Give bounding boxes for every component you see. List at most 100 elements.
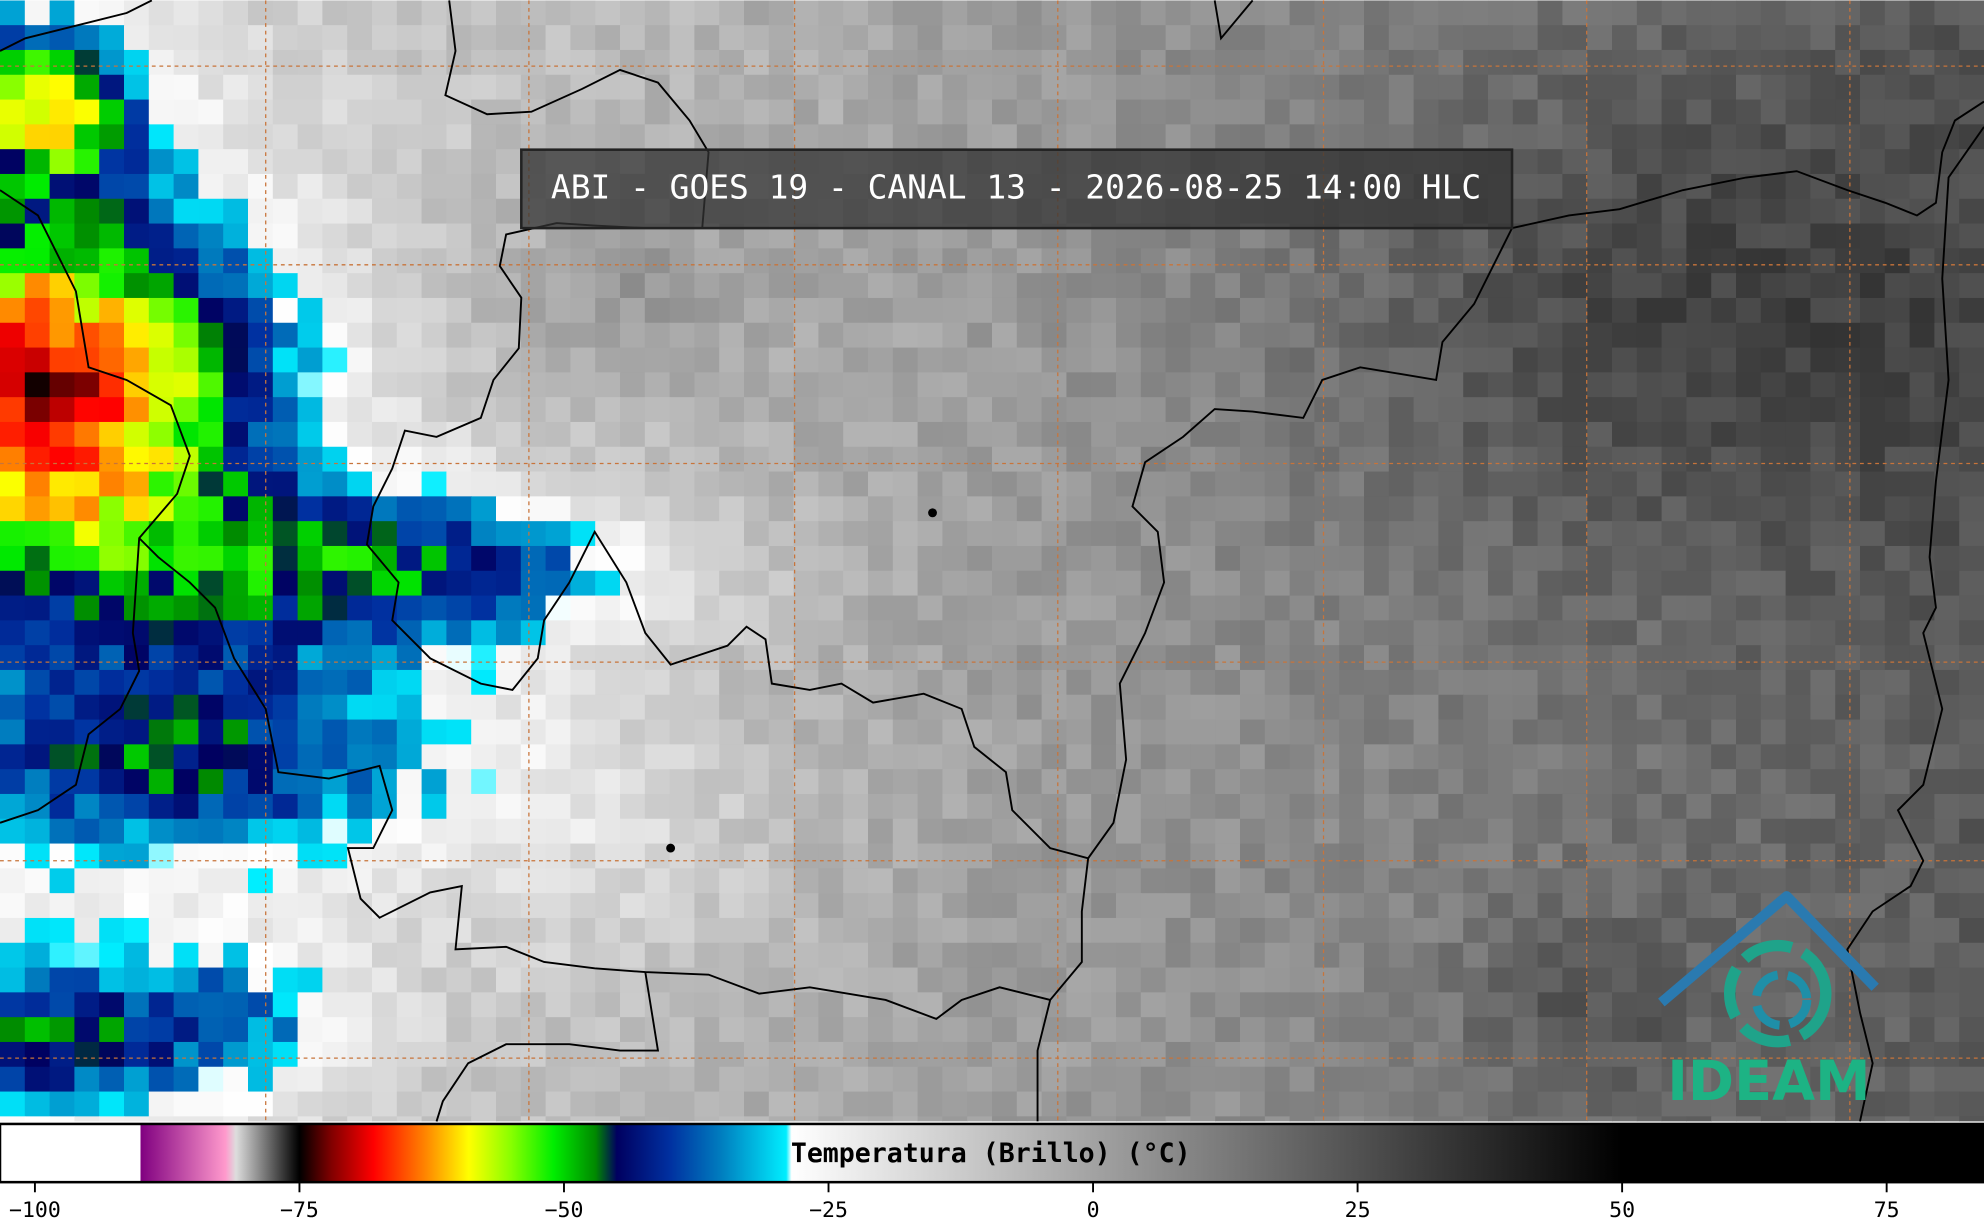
- pixel: [1339, 521, 1365, 547]
- pixel: [148, 769, 175, 795]
- pixel: [1264, 694, 1291, 721]
- pixel: [1314, 248, 1340, 274]
- pixel: [1686, 223, 1712, 249]
- pixel: [297, 694, 324, 721]
- pixel: [1240, 372, 1266, 398]
- pixel: [1512, 570, 1539, 597]
- pixel: [372, 1066, 398, 1093]
- pixel: [272, 347, 299, 373]
- pixel: [570, 1116, 596, 1122]
- pixel: [372, 149, 398, 175]
- pixel: [1016, 545, 1043, 572]
- pixel: [1711, 273, 1737, 299]
- pixel: [1661, 149, 1688, 175]
- pixel: [223, 471, 249, 497]
- pixel: [1785, 297, 1812, 324]
- pixel: [793, 1041, 820, 1068]
- pixel: [297, 446, 324, 473]
- pixel: [1636, 620, 1663, 646]
- pixel: [1091, 372, 1117, 398]
- pixel: [1636, 173, 1663, 200]
- pixel: [1339, 1017, 1365, 1043]
- pixel: [1190, 347, 1216, 373]
- pixel: [421, 1041, 448, 1068]
- pixel: [1240, 273, 1266, 299]
- pixel: [1959, 1116, 1984, 1122]
- pixel: [24, 1017, 51, 1043]
- pixel: [1463, 322, 1489, 349]
- pixel: [1413, 744, 1440, 770]
- pixel: [1785, 397, 1812, 423]
- pixel: [942, 521, 968, 547]
- pixel: [892, 620, 919, 646]
- pixel: [644, 99, 671, 125]
- pixel: [1016, 893, 1043, 919]
- pixel: [1612, 421, 1638, 448]
- pixel: [545, 248, 572, 274]
- pixel: [1785, 1066, 1812, 1093]
- colorbar-label: Temperatura (Brillo) (°C): [791, 1138, 1191, 1169]
- pixel: [272, 49, 299, 76]
- pixel: [1413, 967, 1440, 993]
- pixel: [148, 446, 175, 473]
- pixel: [1438, 719, 1464, 745]
- pixel: [694, 496, 720, 522]
- pixel: [719, 843, 745, 869]
- pixel: [24, 645, 51, 671]
- pixel: [595, 917, 621, 944]
- pixel: [173, 669, 200, 696]
- pixel: [1760, 25, 1787, 51]
- pixel: [1934, 397, 1960, 423]
- pixel: [992, 868, 1018, 894]
- pixel: [719, 49, 745, 76]
- pixel: [967, 645, 993, 671]
- pixel: [967, 446, 993, 473]
- pixel: [570, 545, 596, 572]
- pixel: [372, 49, 398, 76]
- pixel: [744, 421, 770, 448]
- pixel: [1240, 471, 1266, 497]
- pixel: [818, 744, 844, 770]
- pixel: [1190, 99, 1216, 125]
- pixel: [1711, 769, 1737, 795]
- pixel: [570, 595, 596, 621]
- pixel: [1388, 521, 1415, 547]
- pixel: [1215, 124, 1241, 150]
- pixel: [1909, 992, 1936, 1018]
- pixel: [1264, 248, 1291, 274]
- pixel: [173, 793, 200, 820]
- pixel: [1537, 669, 1564, 696]
- pixel: [942, 322, 968, 349]
- pixel: [843, 793, 869, 820]
- pixel: [1190, 124, 1216, 150]
- pixel: [818, 694, 844, 721]
- pixel: [719, 1017, 745, 1043]
- pixel: [396, 25, 423, 51]
- pixel: [942, 545, 968, 572]
- city-dot: [666, 843, 676, 853]
- pixel: [248, 223, 274, 249]
- pixel: [148, 744, 175, 770]
- pixel: [1339, 397, 1365, 423]
- pixel: [1413, 570, 1440, 597]
- pixel: [1810, 645, 1836, 671]
- pixel: [1041, 0, 1068, 26]
- pixel: [297, 124, 324, 150]
- pixel: [1190, 273, 1216, 299]
- pixel: [248, 1091, 274, 1117]
- pixel: [1314, 843, 1340, 869]
- pixel: [471, 917, 497, 944]
- pixel: [1240, 0, 1266, 26]
- pixel: [818, 843, 844, 869]
- pixel: [843, 595, 869, 621]
- pixel: [1488, 471, 1514, 497]
- pixel: [74, 471, 100, 497]
- pixel: [644, 248, 671, 274]
- pixel: [620, 421, 646, 448]
- pixel: [768, 372, 795, 398]
- pixel: [49, 992, 76, 1018]
- pixel: [942, 248, 968, 274]
- pixel: [570, 719, 596, 745]
- pixel: [1066, 297, 1092, 324]
- imagery: [0, 0, 1984, 1122]
